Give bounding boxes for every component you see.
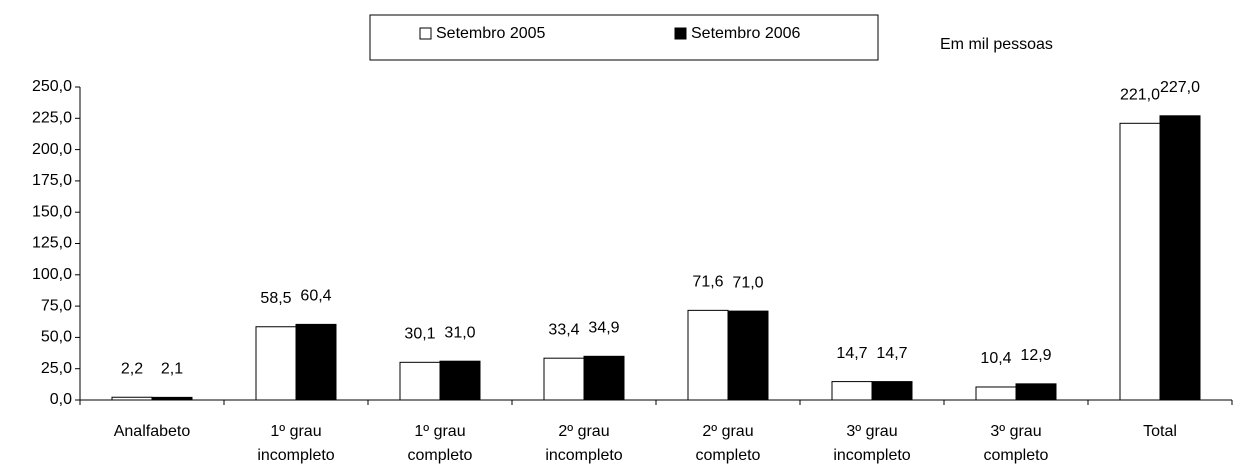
value-label: 12,9 <box>1020 347 1051 364</box>
legend-label: Setembro 2005 <box>436 25 546 42</box>
bar <box>975 386 1017 401</box>
x-tick-label: 1º grau completo <box>408 423 473 464</box>
y-tick-label: 150,0 <box>32 203 72 220</box>
bar <box>1119 122 1161 401</box>
value-label: 34,9 <box>588 320 619 337</box>
x-tick-label: 2º grau incompleto <box>545 423 622 464</box>
y-tick-label: 175,0 <box>32 172 72 189</box>
value-label: 227,0 <box>1160 79 1200 96</box>
y-tick-label: 100,0 <box>32 266 72 283</box>
bar <box>295 323 337 401</box>
unit-label: Em mil pessoas <box>940 36 1053 53</box>
value-label: 71,6 <box>692 274 723 291</box>
x-tick-label: 1º grau incompleto <box>257 423 334 464</box>
bar <box>1015 383 1057 401</box>
bar <box>399 361 441 401</box>
x-tick-label: Total <box>1143 423 1177 440</box>
x-tick-label: 3º grau completo <box>984 423 1049 464</box>
bar <box>687 309 729 401</box>
bar <box>543 357 585 401</box>
bar <box>583 355 625 401</box>
y-tick-label: 125,0 <box>32 235 72 252</box>
bar <box>831 381 873 401</box>
bar <box>151 396 193 401</box>
x-tick-label: 3º grau incompleto <box>833 423 910 464</box>
legend-swatch <box>674 27 687 40</box>
value-label: 2,1 <box>161 361 183 378</box>
y-tick-label: 225,0 <box>32 110 72 127</box>
x-tick-label: Analfabeto <box>114 423 191 440</box>
value-label: 2,2 <box>121 360 143 377</box>
bar <box>439 360 481 401</box>
bar <box>727 310 769 401</box>
legend-label: Setembro 2006 <box>691 25 801 42</box>
legend-box <box>369 14 879 61</box>
y-tick-label: 0,0 <box>50 391 72 408</box>
y-tick-label: 25,0 <box>41 360 72 377</box>
bar <box>255 326 297 401</box>
value-label: 30,1 <box>404 326 435 343</box>
value-label: 33,4 <box>548 321 579 338</box>
legend-swatch <box>419 27 432 40</box>
value-label: 10,4 <box>980 350 1011 367</box>
bar <box>111 396 153 401</box>
value-label: 58,5 <box>260 290 291 307</box>
y-tick-label: 250,0 <box>32 78 72 95</box>
value-label: 14,7 <box>836 345 867 362</box>
value-label: 60,4 <box>300 288 331 305</box>
y-tick-label: 200,0 <box>32 141 72 158</box>
value-label: 31,0 <box>444 324 475 341</box>
value-label: 221,0 <box>1120 87 1160 104</box>
x-tick-label: 2º grau completo <box>696 423 761 464</box>
bar <box>871 381 913 401</box>
value-label: 71,0 <box>732 274 763 291</box>
value-label: 14,7 <box>876 345 907 362</box>
bar <box>1159 115 1201 401</box>
y-tick-label: 50,0 <box>41 329 72 346</box>
y-tick-label: 75,0 <box>41 297 72 314</box>
